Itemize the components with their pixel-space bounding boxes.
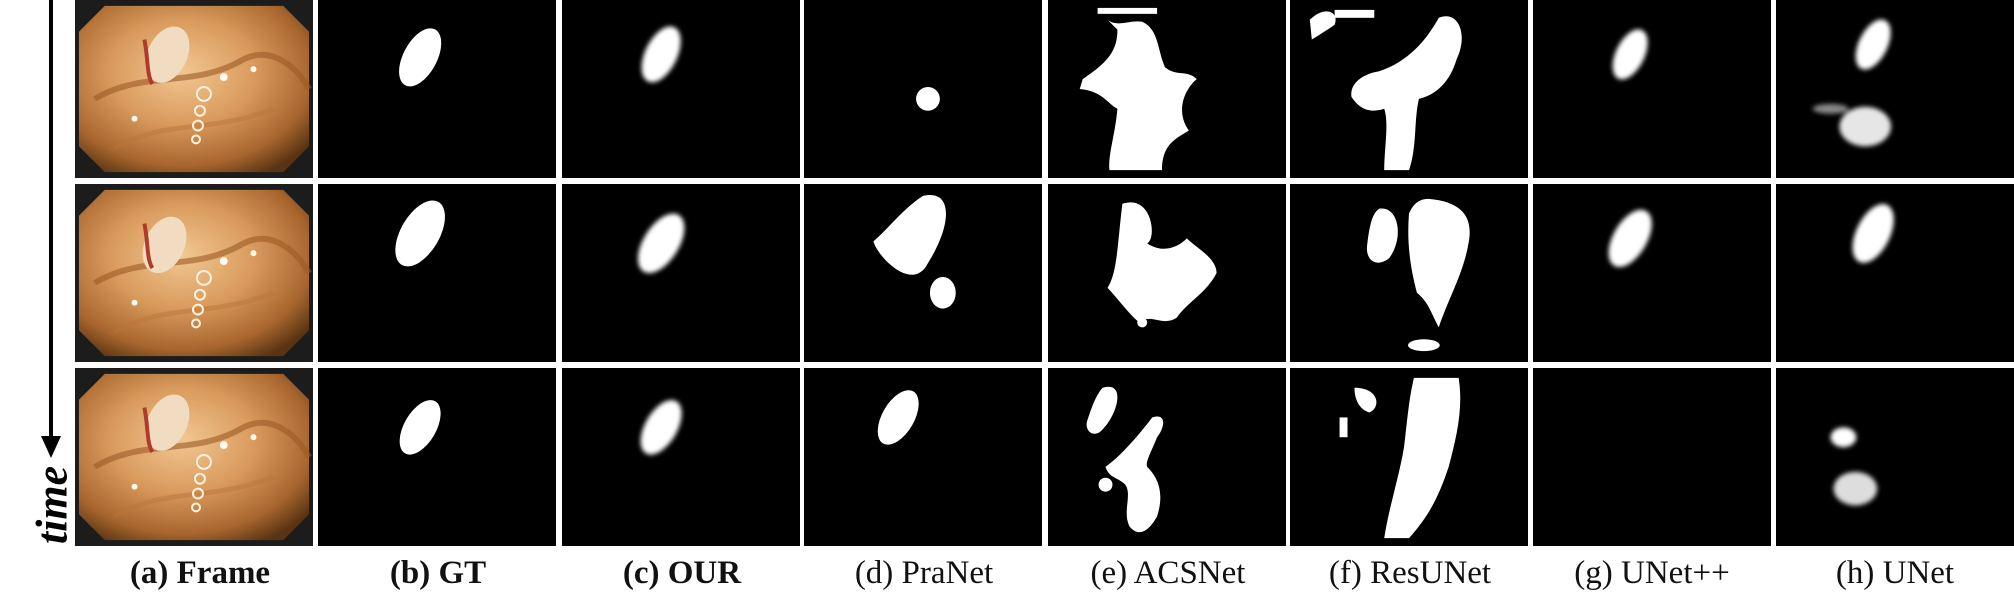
- unet-mask-row-2: [1776, 184, 2014, 362]
- our-mask-row-3: [562, 368, 800, 546]
- caption-unetpp: (g) UNet++: [1574, 555, 1730, 591]
- caption-acsnet: (e) ACSNet: [1090, 555, 1246, 591]
- caption-unet: (h) UNet: [1835, 555, 1955, 591]
- gt-mask-row-3: [318, 368, 556, 546]
- resunet-mask-row-3: [1290, 368, 1528, 546]
- unetpp-mask-row-2: [1533, 184, 1771, 362]
- gt-mask-row-2: [318, 184, 556, 362]
- resunet-mask-row-2: [1290, 184, 1528, 362]
- caption-resunet: (f) ResUNet: [1328, 555, 1492, 591]
- time-axis: time: [0, 0, 77, 560]
- acsnet-mask-row-1: [1048, 0, 1286, 178]
- caption-frame: (a) Frame: [129, 555, 271, 591]
- unetpp-mask-row-1: [1533, 0, 1771, 178]
- frame-image-row-3: [75, 368, 313, 546]
- caption-gt: (b) GT: [389, 555, 487, 591]
- gt-mask-row-1: [318, 0, 556, 178]
- time-axis-label: time: [27, 465, 77, 545]
- unet-mask-row-3: [1776, 368, 2014, 546]
- frame-image-row-1: [75, 0, 313, 178]
- acsnet-mask-row-3: [1048, 368, 1286, 546]
- time-arrow-head-icon: [41, 436, 61, 458]
- unet-mask-row-1: [1776, 0, 2014, 178]
- comparison-grid: [75, 0, 2014, 550]
- frame-image-row-2: [75, 184, 313, 362]
- unetpp-mask-row-3: [1533, 368, 1771, 546]
- caption-our: (c) OUR: [622, 555, 742, 591]
- pranet-mask-row-3: [804, 368, 1042, 546]
- our-mask-row-1: [562, 0, 800, 178]
- pranet-mask-row-2: [804, 184, 1042, 362]
- acsnet-mask-row-2: [1048, 184, 1286, 362]
- caption-pranet: (d) PraNet: [854, 555, 994, 591]
- our-mask-row-2: [562, 184, 800, 362]
- time-arrow-line: [49, 0, 53, 440]
- resunet-mask-row-1: [1290, 0, 1528, 178]
- pranet-mask-row-1: [804, 0, 1042, 178]
